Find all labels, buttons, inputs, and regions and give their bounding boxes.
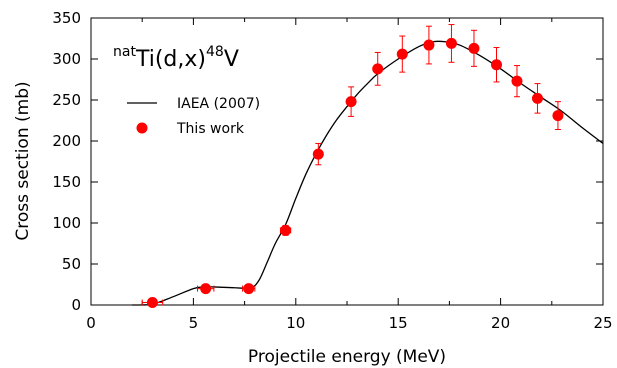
point-marker xyxy=(243,283,255,295)
legend-label-iaea: IAEA (2007) xyxy=(177,96,260,112)
data-point xyxy=(468,29,480,67)
data-point xyxy=(242,283,256,295)
point-marker xyxy=(200,283,212,295)
data-point xyxy=(372,51,384,86)
y-tick-label: 250 xyxy=(52,91,81,109)
x-tick-label: 15 xyxy=(389,314,408,332)
point-marker xyxy=(280,224,292,236)
point-marker xyxy=(146,297,158,309)
y-tick-label: 200 xyxy=(52,132,81,150)
point-marker xyxy=(531,92,543,104)
data-point xyxy=(312,142,324,166)
data-point xyxy=(445,24,457,63)
reaction-main: Ti(d,x) xyxy=(135,47,206,72)
points-series xyxy=(141,24,564,309)
y-tick-label: 300 xyxy=(52,50,81,68)
data-point xyxy=(345,86,357,117)
point-marker xyxy=(511,75,523,87)
y-axis-title: Cross section (mb) xyxy=(13,81,33,240)
reaction-sup-right: 48 xyxy=(206,44,224,60)
y-tick-label: 50 xyxy=(62,255,81,273)
legend: IAEA (2007) This work xyxy=(127,96,260,137)
data-point xyxy=(141,297,164,309)
line-series xyxy=(131,40,604,306)
data-point xyxy=(511,65,523,98)
y-tick-label: 350 xyxy=(52,9,81,27)
x-axis-title: Projectile energy (MeV) xyxy=(248,347,446,367)
legend-label-this-work: This work xyxy=(176,121,245,137)
point-marker xyxy=(445,37,457,49)
y-tick-label: 150 xyxy=(52,173,81,191)
iaea-curve xyxy=(131,40,604,306)
x-tick-label: 0 xyxy=(86,314,96,332)
point-marker xyxy=(312,148,324,160)
data-point xyxy=(491,47,503,83)
data-point xyxy=(279,224,292,236)
point-marker xyxy=(423,39,435,51)
reaction-tail: V xyxy=(224,47,239,72)
data-point xyxy=(531,83,543,114)
point-marker xyxy=(396,48,408,60)
reaction-sup-left: nat xyxy=(113,44,136,60)
point-marker xyxy=(345,96,357,108)
data-point xyxy=(423,25,435,65)
x-tick-label: 10 xyxy=(286,314,305,332)
data-point xyxy=(196,283,215,295)
point-marker xyxy=(552,110,564,122)
y-tick-label: 0 xyxy=(71,296,81,314)
x-tick-label: 25 xyxy=(593,314,612,332)
reaction-annotation: natTi(d,x)48V xyxy=(113,44,239,72)
data-point xyxy=(396,35,408,73)
point-marker xyxy=(372,63,384,75)
x-tick-label: 5 xyxy=(189,314,199,332)
point-marker xyxy=(468,42,480,54)
x-tick-label: 20 xyxy=(491,314,510,332)
point-marker xyxy=(491,59,503,71)
y-tick-label: 100 xyxy=(52,214,81,232)
data-point xyxy=(552,101,564,131)
legend-point-swatch xyxy=(136,122,148,134)
